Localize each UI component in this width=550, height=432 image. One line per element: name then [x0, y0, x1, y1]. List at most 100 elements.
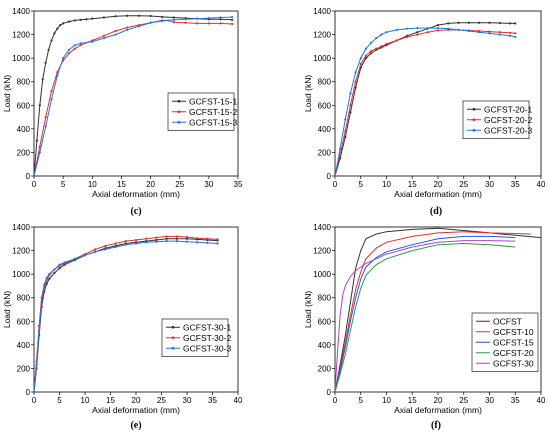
x-tick-label: 5: [61, 180, 66, 189]
data-point: [73, 19, 76, 22]
data-point: [395, 39, 398, 42]
data-point: [375, 47, 378, 50]
legend-label: GCFST-15-2: [189, 107, 237, 117]
legend-marker: [177, 110, 181, 114]
data-point: [426, 26, 429, 30]
x-tick-label: 40: [234, 396, 243, 405]
data-point: [349, 111, 352, 114]
legend-marker: [472, 118, 476, 122]
y-tick-label: 1000: [12, 54, 30, 63]
data-point: [333, 174, 337, 178]
data-point: [175, 235, 178, 238]
data-point: [35, 363, 38, 366]
data-point: [426, 31, 429, 34]
x-tick-label: 20: [434, 396, 443, 405]
data-point: [344, 118, 347, 121]
data-point: [509, 31, 512, 34]
x-tick-label: 20: [132, 396, 141, 405]
data-point: [196, 241, 199, 244]
data-point: [216, 242, 219, 245]
legend-label: GCFST-15-3: [189, 117, 237, 127]
data-point: [457, 28, 460, 31]
data-point: [207, 22, 210, 25]
data-point: [67, 52, 71, 55]
y-tick-label: 0: [327, 172, 332, 181]
legend-marker: [472, 107, 476, 111]
data-point: [509, 34, 512, 37]
data-point: [498, 31, 501, 34]
data-point: [436, 26, 440, 30]
data-point: [45, 278, 48, 282]
data-point: [114, 15, 117, 18]
legend-box: [161, 318, 229, 357]
y-tick-label: 1400: [12, 7, 30, 16]
y-tick-label: 200: [318, 148, 332, 157]
y-axis-label: Load (kN): [303, 75, 313, 112]
data-point: [436, 24, 440, 27]
y-tick-label: 0: [26, 172, 31, 181]
x-tick-label: 10: [88, 180, 97, 189]
x-tick-label: 15: [408, 180, 417, 189]
data-point: [380, 45, 383, 48]
data-point: [488, 32, 491, 35]
data-point: [67, 20, 71, 23]
data-point: [231, 18, 234, 21]
data-point: [514, 22, 517, 25]
legend-marker: [171, 346, 175, 350]
y-tick-label: 1200: [12, 31, 30, 40]
data-point: [63, 261, 66, 264]
data-point: [58, 263, 61, 266]
series-line-GCFST-30-1: [33, 238, 218, 393]
data-point: [219, 16, 222, 19]
x-tick-label: 25: [157, 396, 166, 405]
data-point: [58, 267, 61, 270]
data-point: [498, 21, 501, 25]
series-line-GCFST-20-2: [334, 29, 516, 177]
legend-label: GCFST-10: [493, 327, 534, 337]
data-point: [50, 39, 53, 42]
legend-label: GCFST-30-1: [183, 322, 231, 332]
data-point: [339, 147, 342, 150]
x-tick-label: 35: [234, 180, 243, 189]
x-tick-label: 35: [511, 180, 520, 189]
chart-panel-4: 0 5 10 15 20 25 30 35 40020040060080010001200140…: [303, 223, 546, 431]
data-point: [514, 32, 517, 35]
x-tick-label: 20: [434, 180, 443, 189]
data-point: [155, 236, 158, 239]
data-point: [467, 21, 470, 24]
data-point: [344, 130, 347, 133]
data-point: [91, 17, 94, 20]
x-tick-label: 25: [175, 180, 184, 189]
series-line-GCFST-20-3: [334, 27, 516, 177]
y-tick-label: 400: [318, 341, 332, 350]
data-point: [447, 27, 450, 30]
data-point: [184, 21, 187, 24]
legend-label: GCFST-15: [493, 337, 534, 347]
series-line-GCFST-30: [334, 240, 516, 393]
data-point: [85, 18, 88, 21]
y-tick-label: 1400: [313, 223, 331, 232]
data-point: [137, 14, 141, 17]
data-point: [354, 86, 357, 89]
data-point: [91, 40, 94, 43]
data-point: [104, 248, 107, 251]
legend-label: GCFST-20-3: [484, 125, 532, 135]
data-point: [73, 47, 76, 50]
x-axis-label: Axial deformation (mm): [394, 405, 482, 415]
data-point: [47, 48, 50, 51]
legend-marker: [472, 128, 476, 132]
x-tick-label: 5: [359, 180, 364, 189]
x-tick-label: 5: [359, 396, 364, 405]
data-point: [359, 57, 362, 60]
data-point: [406, 35, 409, 39]
data-point: [134, 242, 138, 245]
x-tick-label: 40: [537, 396, 546, 405]
data-point: [385, 42, 388, 46]
x-tick-label: 25: [459, 396, 468, 405]
data-point: [344, 136, 347, 139]
data-point: [38, 104, 41, 107]
data-point: [73, 44, 76, 47]
data-point: [44, 115, 47, 119]
